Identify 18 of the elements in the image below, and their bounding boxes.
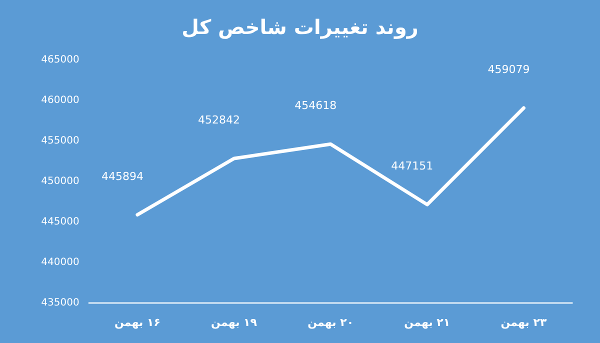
data-label: 454618 xyxy=(294,99,337,112)
chart-title: روند تغییرات شاخص کل xyxy=(182,15,418,39)
x-tick-label: ۲۰ بهمن xyxy=(308,316,354,329)
y-tick-label: 460000 xyxy=(41,95,80,106)
data-label: 447151 xyxy=(391,160,434,173)
data-label: 459079 xyxy=(488,62,530,76)
x-tick-label: ۱۶ بهمن xyxy=(114,316,160,329)
data-label: 452842 xyxy=(198,113,240,126)
x-tick-label: ۱۹ بهمن xyxy=(211,316,258,329)
x-tick-label: ۲۱ بهمن xyxy=(404,316,450,329)
y-tick-label: 450000 xyxy=(41,176,80,187)
y-tick-label: 455000 xyxy=(41,136,80,146)
y-tick-label: 445000 xyxy=(41,216,80,228)
y-tick-label: 440000 xyxy=(41,257,80,268)
y-tick-label: 435000 xyxy=(41,298,80,308)
y-tick-label: 465000 xyxy=(41,54,80,66)
data-label: 445894 xyxy=(101,170,144,183)
x-tick-label: ۲۳ بهمن xyxy=(500,316,547,329)
